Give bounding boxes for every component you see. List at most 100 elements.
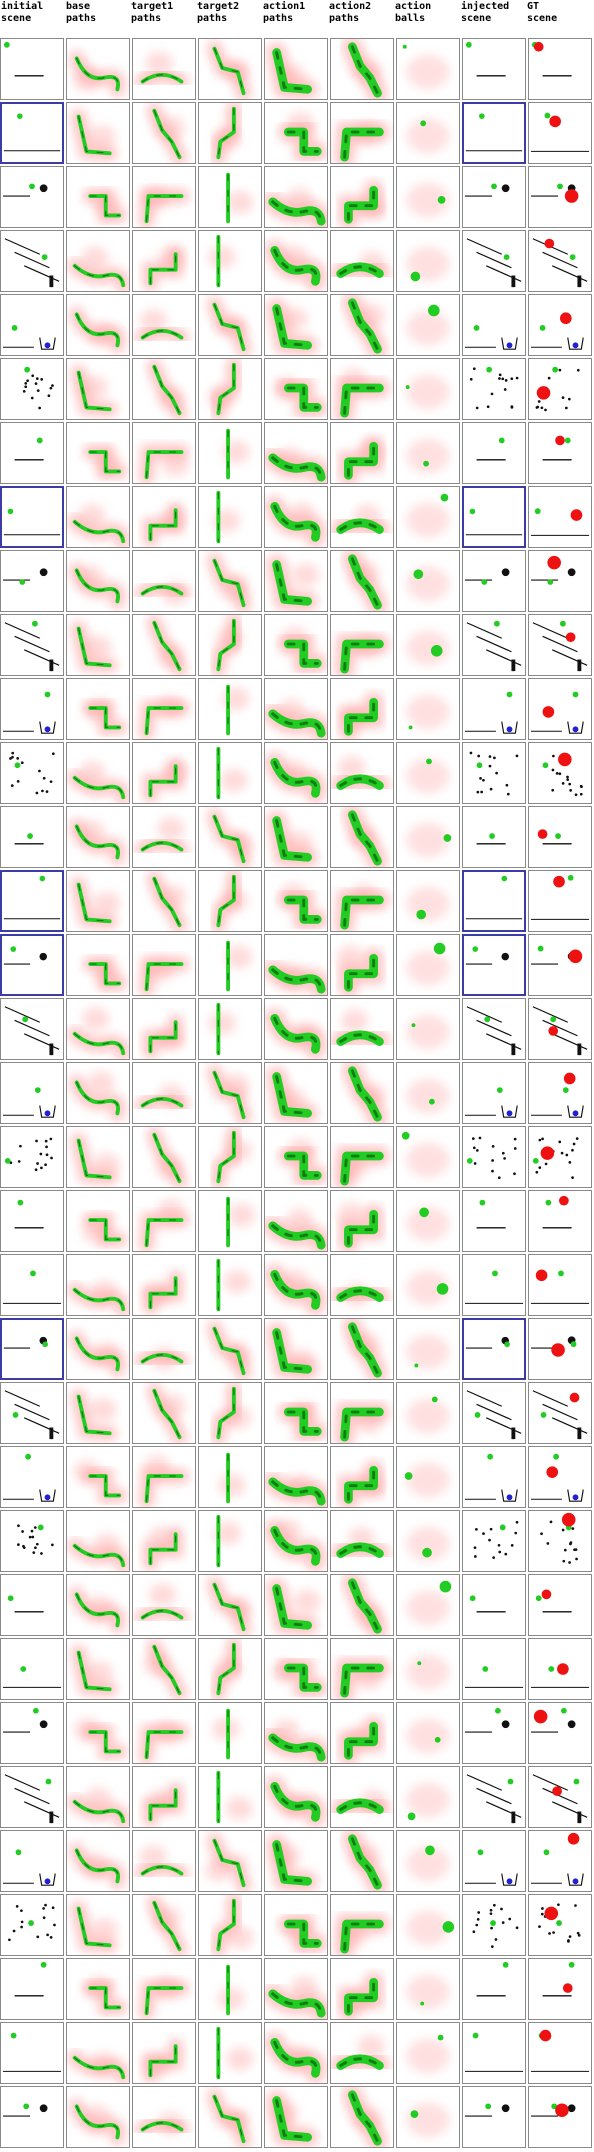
cell-target2-paths xyxy=(198,1062,262,1124)
base-paths-image xyxy=(74,1717,128,1760)
cell-gt-scene xyxy=(528,934,592,996)
base-paths-image xyxy=(70,1644,118,1698)
cell-action-balls xyxy=(396,1510,460,1572)
cell-target1-paths xyxy=(132,1638,196,1700)
action1-paths-image xyxy=(272,376,327,418)
injected-scene-image xyxy=(466,1390,522,1440)
injected-scene-image xyxy=(476,437,506,461)
goal-ball xyxy=(487,1453,494,1460)
cell-initial-scene xyxy=(0,2086,64,2148)
base-paths-image xyxy=(70,1900,118,1954)
target1-paths-image xyxy=(134,1845,190,1882)
trajectory-path xyxy=(347,298,382,354)
base-paths-image xyxy=(67,2050,129,2083)
cell-injected-scene xyxy=(462,1574,526,1636)
trajectory-path xyxy=(283,1663,322,1692)
injected-scene-image xyxy=(465,508,523,536)
cell-gt-scene xyxy=(528,806,592,868)
cell-gt-scene xyxy=(528,166,592,228)
cell-target2-paths xyxy=(198,934,262,996)
cell-action1-paths xyxy=(264,1702,328,1764)
action1-paths-image xyxy=(266,810,318,867)
base-paths-image xyxy=(82,188,128,224)
target1-paths-image xyxy=(143,1639,188,1699)
action-ball xyxy=(539,2029,552,2042)
base-paths-image xyxy=(68,50,126,98)
column-header-bar: initial scene base paths target1 paths t… xyxy=(0,0,594,38)
cell-target1-paths xyxy=(132,1958,196,2020)
cell-action1-paths xyxy=(264,1830,328,1892)
cell-initial-scene xyxy=(0,1574,64,1636)
goal-ball xyxy=(10,2032,17,2039)
scene-objects xyxy=(464,568,510,581)
cell-action-balls xyxy=(396,998,460,1060)
goal-ball xyxy=(24,366,31,373)
goal-ball xyxy=(474,1412,481,1418)
target2-paths-image xyxy=(207,359,242,419)
gt-scene-image xyxy=(542,1195,572,1229)
action-balls-image xyxy=(406,438,450,474)
cell-action-balls xyxy=(396,2086,460,2148)
cell-gt-scene xyxy=(528,614,592,676)
scene-objects xyxy=(2,184,48,197)
cell-initial-scene xyxy=(0,422,64,484)
cell-action1-paths xyxy=(264,486,328,548)
cell-target2-paths xyxy=(198,550,262,612)
cell-target1-paths xyxy=(132,1318,196,1380)
scene-objects xyxy=(530,568,576,581)
cell-action2-paths xyxy=(330,1446,394,1508)
action1-paths-image xyxy=(265,752,327,803)
injected-scene-image xyxy=(476,833,506,845)
trajectory-path xyxy=(347,1834,382,1890)
injected-scene-image xyxy=(464,183,510,197)
action-ball xyxy=(414,1363,419,1368)
action-ball xyxy=(410,271,421,282)
target1-paths-image xyxy=(146,103,188,163)
goal-ball xyxy=(4,1157,11,1164)
initial-scene-image xyxy=(14,1199,44,1229)
action-balls-image xyxy=(406,182,450,218)
cell-gt-scene xyxy=(528,1190,592,1252)
gt-scene-image xyxy=(530,1269,590,1304)
cell-initial-scene xyxy=(0,1318,64,1380)
cell-base-paths xyxy=(66,1446,130,1508)
cell-injected-scene xyxy=(462,1190,526,1252)
goal-ball xyxy=(27,833,33,839)
action1-paths-image xyxy=(278,1913,327,1954)
action2-paths-image xyxy=(338,692,384,739)
cell-initial-scene xyxy=(0,1830,64,1892)
cell-base-paths xyxy=(66,1190,130,1252)
cell-action2-paths xyxy=(330,1766,394,1828)
cell-action-balls xyxy=(396,934,460,996)
gt-scene-image xyxy=(530,555,576,585)
cell-base-paths xyxy=(66,1510,130,1572)
cell-action1-paths xyxy=(264,678,328,740)
goal-ball xyxy=(10,946,17,952)
target2-paths-image xyxy=(220,679,250,739)
target1-paths-image xyxy=(138,1455,190,1507)
action2-paths-image xyxy=(342,807,388,867)
scene-objects xyxy=(469,751,519,796)
action-balls-image xyxy=(406,1396,450,1434)
cell-target2-paths xyxy=(198,1126,262,1188)
action-ball xyxy=(422,1547,432,1558)
cell-injected-scene xyxy=(462,1702,526,1764)
cell-target1-paths xyxy=(132,166,196,228)
action-ball xyxy=(420,120,427,127)
goal-ball xyxy=(12,1412,19,1418)
scene-objects xyxy=(2,337,56,350)
cell-base-paths xyxy=(66,614,130,676)
scene-objects xyxy=(22,374,54,410)
action-ball xyxy=(407,1812,416,1821)
cell-gt-scene xyxy=(528,2022,592,2084)
action1-paths-image xyxy=(265,699,327,739)
action1-paths-image xyxy=(265,1519,327,1571)
scene-objects xyxy=(466,1390,522,1440)
action-ball xyxy=(420,2001,425,2006)
action-ball xyxy=(405,385,410,389)
cell-injected-scene xyxy=(462,998,526,1060)
target2-paths-image xyxy=(210,2023,254,2083)
goal-ball xyxy=(45,1778,52,1785)
goal-ball xyxy=(492,1270,498,1277)
action-balls-image xyxy=(406,566,450,602)
